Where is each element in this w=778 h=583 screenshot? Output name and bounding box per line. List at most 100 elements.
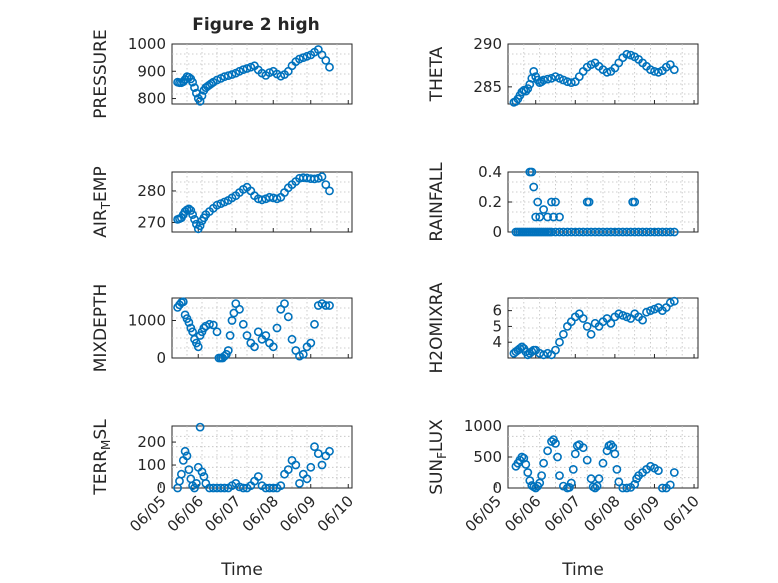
- data-point: [578, 314, 588, 323]
- x-tick-label: 06/09: [276, 492, 319, 535]
- data-point: [272, 323, 282, 333]
- y-tick-label: 900: [137, 62, 166, 80]
- data-point: [533, 197, 543, 207]
- data-point: [630, 197, 640, 207]
- y-tick-label: 270: [137, 214, 166, 232]
- data-point: [665, 480, 675, 490]
- data-point: [598, 458, 608, 468]
- panel-6: 456 H2OMIXRA: [427, 282, 699, 374]
- panel-1: 800 900 1000 PRESSURE: [91, 29, 353, 119]
- data-point: [280, 299, 289, 308]
- y-tick-label: 0.2: [478, 193, 502, 211]
- data-point: [310, 442, 319, 452]
- x-tick-label: 06/06: [501, 492, 544, 535]
- x-tick-label: 06/10: [660, 492, 703, 535]
- y-tick-label: 500: [473, 448, 502, 466]
- data-point: [646, 306, 655, 315]
- data-point: [190, 83, 199, 92]
- data-point: [551, 72, 560, 81]
- data-point: [614, 309, 624, 319]
- data-point: [669, 296, 679, 306]
- data-point: [261, 331, 271, 340]
- y-tick-label: 100: [137, 456, 166, 474]
- data-point: [197, 91, 207, 101]
- data-point: [610, 449, 620, 459]
- data-point: [276, 481, 286, 491]
- data-point: [184, 465, 194, 474]
- data-point: [622, 49, 632, 59]
- data-point: [253, 327, 263, 337]
- panel-5: 0 1000 MIXDEPTH: [91, 284, 353, 372]
- data-point: [325, 62, 334, 72]
- data-point: [568, 464, 578, 474]
- y-axis-label: H2OMIXRA: [427, 282, 447, 373]
- data-point: [586, 329, 596, 339]
- data-point: [283, 312, 293, 322]
- data-point: [195, 422, 205, 432]
- y-tick-label: 1000: [128, 312, 166, 330]
- data-point: [618, 310, 628, 320]
- x-tick-label: 06/07: [541, 492, 584, 535]
- data-point: [193, 342, 203, 352]
- data-point: [529, 182, 539, 192]
- data-point: [298, 349, 308, 359]
- data-point: [565, 482, 574, 492]
- data-point: [321, 301, 331, 310]
- data-point: [654, 67, 663, 77]
- data-point: [235, 304, 244, 314]
- data-point: [543, 212, 552, 222]
- panel-7: 0100200TERRMSL06/0506/0606/0706/0806/090…: [91, 419, 357, 580]
- data-point: [527, 167, 537, 177]
- panel-3: 270 280 AIRTEMP: [91, 166, 353, 238]
- data-point: [180, 446, 190, 456]
- y-tick-label: 5: [492, 317, 502, 335]
- data-point: [223, 71, 233, 80]
- x-tick-label: 06/07: [201, 492, 244, 535]
- data-point: [543, 74, 552, 84]
- data-point: [555, 212, 564, 222]
- data-point: [630, 479, 640, 489]
- data-point: [268, 483, 278, 493]
- data-point: [268, 342, 278, 352]
- panel-8: 0 500 1000 SUNFLUX 06/0506/0606/0706/0806/09…: [427, 417, 703, 580]
- data-point: [325, 446, 334, 456]
- y-tick-label: 4: [492, 333, 502, 351]
- y-tick-label: 280: [137, 182, 166, 200]
- x-tick-label: 06/08: [239, 492, 282, 535]
- data-point: [539, 205, 548, 214]
- data-point: [531, 212, 541, 222]
- data-point: [250, 342, 259, 352]
- data-point: [555, 471, 564, 480]
- data-point: [582, 455, 592, 465]
- panel-4: 0 0.2 0.4 RAINFALL: [427, 162, 699, 242]
- x-tick-label: 06/09: [620, 492, 663, 535]
- y-axis-label: SUNFLUX: [427, 419, 449, 495]
- data-point: [197, 467, 207, 477]
- data-point: [551, 438, 560, 448]
- y-axis-label: THETA: [427, 46, 447, 102]
- data-point: [665, 298, 675, 308]
- y-tick-label: 200: [137, 433, 166, 451]
- data-point: [186, 206, 196, 215]
- data-point: [225, 331, 235, 340]
- data-point: [317, 460, 327, 470]
- data-point: [566, 478, 576, 488]
- x-tick-label: 06/06: [164, 492, 207, 535]
- y-tick-label: 1000: [128, 35, 166, 53]
- data-point: [559, 329, 568, 339]
- y-tick-label: 0: [156, 349, 166, 367]
- data-point: [584, 197, 594, 207]
- data-point: [184, 317, 194, 327]
- data-point: [669, 65, 679, 75]
- y-tick-label: 0: [492, 479, 502, 497]
- y-tick-label: 0: [492, 223, 502, 241]
- data-point: [191, 478, 201, 488]
- data-point: [287, 334, 297, 344]
- data-point: [551, 345, 560, 355]
- data-point: [586, 60, 596, 69]
- x-tick-label: 06/05: [462, 492, 505, 535]
- data-point: [551, 197, 560, 207]
- y-axis-label: RAINFALL: [427, 162, 447, 242]
- data-point: [291, 460, 301, 470]
- data-point: [238, 65, 248, 74]
